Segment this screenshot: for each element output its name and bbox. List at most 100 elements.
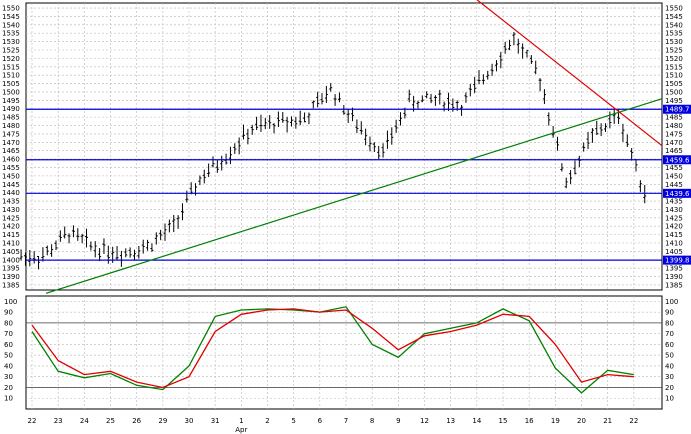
date-axis: 22 23 24 25 26 29 30 31 1 2 5 6 7 8 9 12 13 14 15 16 19 20 21 2… [28, 417, 639, 434]
date-tick: 7 [344, 417, 348, 425]
date-tick: 2 [265, 417, 269, 425]
price-tick-left: 1415 [2, 231, 20, 239]
date-tick: 24 [80, 417, 89, 425]
price-tick-left: 1455 [2, 164, 20, 172]
price-tick-right: 1385 [665, 281, 683, 289]
date-tick: 22 [28, 417, 37, 425]
price-tick-right: 1450 [665, 172, 683, 180]
price-tick-left: 1445 [2, 181, 20, 189]
date-tick: 25 [106, 417, 115, 425]
price-tick-right: 1545 [665, 13, 683, 21]
price-tick-right: 1420 [665, 223, 683, 231]
price-tick-right: 1405 [665, 248, 683, 256]
price-tick-left: 1540 [2, 21, 20, 29]
price-tick-left: 1385 [2, 281, 20, 289]
price-tick-right: 1445 [665, 181, 683, 189]
price-tick-right: 1550 [665, 5, 683, 13]
osc-tick-left: 100 [4, 298, 17, 306]
price-tick-right: 1485 [665, 114, 683, 122]
price-tick-right: 1435 [665, 198, 683, 206]
price-bars [19, 32, 647, 270]
price-tick-right: 1505 [665, 80, 683, 88]
osc-line-fast [31, 306, 634, 394]
price-tick-left: 1450 [2, 172, 20, 180]
date-tick: 16 [525, 417, 534, 425]
price-tick-left: 1440 [2, 189, 20, 197]
price-frame [25, 2, 663, 291]
price-tick-left: 1410 [2, 240, 20, 248]
date-tick: 22 [629, 417, 638, 425]
price-tick-left: 1530 [2, 38, 20, 46]
date-tick: 23 [54, 417, 63, 425]
osc-tick-right: 80 [665, 319, 674, 327]
date-tick: 1 [239, 417, 243, 425]
price-tick-right: 1530 [665, 38, 683, 46]
level-tag: 1439.6 [663, 188, 691, 198]
price-tick-right: 1540 [665, 21, 683, 29]
price-tick-left: 1535 [2, 30, 20, 38]
price-tick-left: 1480 [2, 122, 20, 130]
price-tick-right: 1500 [665, 88, 683, 96]
osc-tick-right: 10 [665, 395, 674, 403]
date-tick: 8 [370, 417, 374, 425]
price-tick-right: 1465 [665, 147, 683, 155]
price-tick-left: 1525 [2, 46, 20, 54]
price-tick-left: 1505 [2, 80, 20, 88]
date-tick: 29 [158, 417, 167, 425]
price-tick-left: 1500 [2, 88, 20, 96]
oscillator-pane: 10 10 20 20 30 30 40 40 50 50 60 60 70 70 80 80 90 90 100 1… [4, 295, 678, 410]
date-tick: 30 [185, 417, 194, 425]
osc-tick-left: 60 [4, 341, 13, 349]
price-tick-right: 1535 [665, 30, 683, 38]
date-tick: 31 [211, 417, 220, 425]
osc-tick-right: 100 [665, 298, 678, 306]
level-tag-text: 1459.6 [665, 156, 690, 164]
price-tick-right: 1425 [665, 214, 683, 222]
date-tick: 5 [291, 417, 295, 425]
osc-tick-left: 90 [4, 309, 13, 317]
price-tick-left: 1435 [2, 198, 20, 206]
price-tick-right: 1430 [665, 206, 683, 214]
price-tick-right: 1515 [665, 63, 683, 71]
price-tick-right: 1480 [665, 122, 683, 130]
osc-tick-left: 20 [4, 384, 13, 392]
date-tick: 20 [577, 417, 586, 425]
price-tick-left: 1390 [2, 273, 20, 281]
price-tick-right: 1510 [665, 72, 683, 80]
level-tag-box [663, 155, 691, 165]
level-tag-box [663, 104, 691, 114]
date-tick: 15 [499, 417, 508, 425]
osc-tick-left: 80 [4, 319, 13, 327]
price-tick-right: 1495 [665, 97, 683, 105]
date-tick: 19 [551, 417, 560, 425]
price-tick-right: 1470 [665, 139, 683, 147]
price-tick-left: 1545 [2, 13, 20, 21]
trendline-resistance [476, 0, 663, 147]
level-tag: 1399.8 [663, 255, 691, 265]
price-tick-right: 1525 [665, 46, 683, 54]
date-tick: 6 [318, 417, 323, 425]
level-tag-box [663, 255, 691, 265]
price-tick-right: 1455 [665, 164, 683, 172]
level-tag-text: 1399.8 [665, 257, 690, 265]
price-tick-left: 1465 [2, 147, 20, 155]
date-tick: 12 [420, 417, 429, 425]
osc-tick-left: 40 [4, 362, 13, 370]
level-tag-text: 1489.7 [665, 106, 690, 114]
osc-tick-right: 40 [665, 362, 674, 370]
trendline-support [45, 98, 663, 294]
price-pane: 1385138513901390139513951400140014051405… [2, 0, 691, 294]
price-tick-right: 1410 [665, 240, 683, 248]
price-tick-right: 1390 [665, 273, 683, 281]
price-tick-left: 1485 [2, 114, 20, 122]
osc-tick-right: 20 [665, 384, 674, 392]
osc-tick-right: 60 [665, 341, 674, 349]
price-tick-left: 1395 [2, 265, 20, 273]
osc-tick-left: 10 [4, 395, 13, 403]
price-tick-left: 1490 [2, 105, 20, 113]
date-tick: 13 [446, 417, 455, 425]
osc-tick-left: 70 [4, 330, 13, 338]
osc-tick-left: 50 [4, 352, 13, 360]
